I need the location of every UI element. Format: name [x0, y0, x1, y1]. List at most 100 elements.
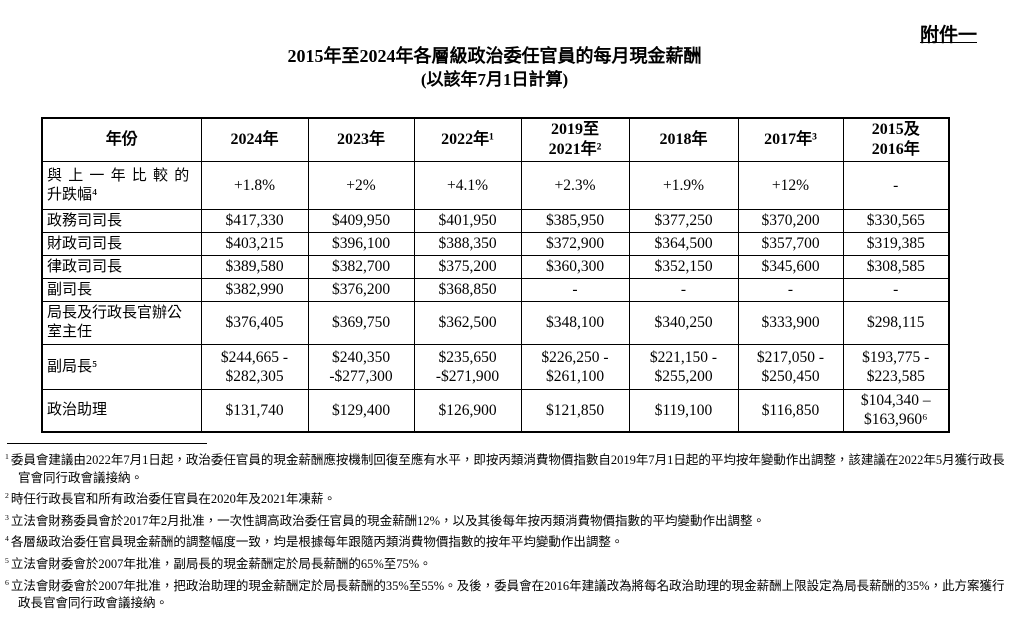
table-cell: $409,950	[307, 209, 415, 233]
table-cell: $352,150	[628, 255, 739, 279]
footnote-marker: 5	[5, 556, 11, 566]
footnote-marker: 6	[5, 577, 11, 587]
table-row: 副局長⁵ $244,665 - $282,305 $240,350 -$277,30…	[41, 344, 950, 390]
table-cell: -	[628, 278, 739, 302]
table-cell: $382,700	[307, 255, 415, 279]
table-cell: $226,250 - $261,100	[520, 344, 630, 390]
table-cell: $131,740	[200, 388, 309, 433]
table-cell: +1.8%	[200, 161, 309, 210]
table-cell: $357,700	[737, 232, 844, 256]
table-row: 政治助理 $131,740 $129,400 $126,900 $121,850 $119…	[41, 388, 950, 433]
table-cell: $193,775 - $223,585	[842, 344, 950, 390]
footnote-marker: 4	[5, 534, 11, 544]
table-cell: -	[520, 278, 630, 302]
row-label: 財政司司長	[41, 232, 202, 256]
footnote-marker: 3	[5, 512, 11, 522]
table-cell: $369,750	[307, 301, 415, 345]
salary-table-head: 年份 2024年 2023年 2022年¹ 2019至 2021年² 2018年 2017年…	[41, 117, 950, 162]
table-cell: $319,385	[842, 232, 950, 256]
table-cell: -	[737, 278, 844, 302]
footnote: 5 立法會財委會於2007年批准，副局長的現金薪酬定於局長薪酬的65%至75%。	[5, 556, 432, 572]
table-cell: $333,900	[737, 301, 844, 345]
footnotes-section: 1 委員會建議由2022年7月1日起，政治委任官員的現金薪酬應按機制回復至應有水…	[5, 443, 1013, 613]
table-cell: $121,850	[520, 388, 630, 433]
table-cell: $364,500	[628, 232, 739, 256]
footnote: 3 立法會財務委員會於2017年2月批准，一次性調高政治委任官員的現金薪酬12%…	[5, 512, 765, 528]
table-cell: $401,950	[413, 209, 522, 233]
table-cell: $126,900	[413, 388, 522, 433]
footnote-separator	[7, 443, 207, 444]
table-cell: $104,340 – $163,960⁶	[842, 388, 950, 433]
table-row: 財政司司長 $403,215 $396,100 $388,350 $372,900 $36…	[41, 232, 950, 256]
table-cell: $376,200	[307, 278, 415, 302]
table-cell: $360,300	[520, 255, 630, 279]
table-cell: $240,350 -$277,300	[307, 344, 415, 390]
row-label: 副司長	[41, 278, 202, 302]
row-label: 律政司司長	[41, 255, 202, 279]
header-cell: 2015及 2016年	[842, 117, 950, 162]
table-cell: $368,850	[413, 278, 522, 302]
table-cell: $340,250	[628, 301, 739, 345]
table-row: 與上一年比較的 升跌幅⁴ +1.8% +2% +4.1% +2.3% +1.9% +12% -	[41, 161, 950, 210]
table-cell: $221,150 - $255,200	[628, 344, 739, 390]
header-row: 年份 2024年 2023年 2022年¹ 2019至 2021年² 2018年 2017年…	[41, 117, 950, 162]
table-cell: $308,585	[842, 255, 950, 279]
footnote: 1 委員會建議由2022年7月1日起，政治委任官員的現金薪酬應按機制回復至應有水…	[5, 452, 1005, 485]
table-cell: $348,100	[520, 301, 630, 345]
row-label: 局長及行政長官辦公 室主任	[41, 301, 202, 345]
table-cell: -	[842, 278, 950, 302]
table-cell: $376,405	[200, 301, 309, 345]
header-cell: 2018年	[628, 117, 739, 162]
table-cell: +12%	[737, 161, 844, 210]
salary-table: 年份 2024年 2023年 2022年¹ 2019至 2021年² 2018年 2017年…	[41, 117, 950, 433]
table-row: 副司長 $382,990 $376,200 $368,850- - - -	[41, 278, 950, 302]
table-cell: $244,665 - $282,305	[200, 344, 309, 390]
table-cell: +1.9%	[628, 161, 739, 210]
table-cell: $372,900	[520, 232, 630, 256]
footnote: 4 各層級政治委任官員現金薪酬的調整幅度一致，均是根據每年跟隨丙類消費物價指數的…	[5, 534, 624, 550]
footnote: 6 立法會財委會於2007年批准，把政治助理的現金薪酬定於局長薪酬的35%至55…	[5, 577, 1005, 611]
table-cell: +4.1%	[413, 161, 522, 210]
table-cell: $217,050 - $250,450	[737, 344, 844, 390]
table-cell: $370,200	[737, 209, 844, 233]
table-cell: $375,200	[413, 255, 522, 279]
footnote: 2 時任行政長官和所有政治委任官員在2020年及2021年凍薪。	[5, 491, 336, 507]
header-cell: 2022年¹	[413, 117, 522, 162]
row-label: 副局長⁵	[41, 344, 202, 390]
table-cell: -	[842, 161, 950, 210]
table-cell: $129,400	[307, 388, 415, 433]
header-cell-year-label: 年份	[41, 117, 202, 162]
table-cell: $116,850	[737, 388, 844, 433]
table-cell: $298,115	[842, 301, 950, 345]
table-cell: $403,215	[200, 232, 309, 256]
attachment-label: 附件一	[919, 25, 977, 46]
row-label: 政治助理	[41, 388, 202, 433]
table-cell: +2.3%	[520, 161, 630, 210]
row-label: 與上一年比較的 升跌幅⁴	[41, 161, 202, 210]
table-cell: $417,330	[200, 209, 309, 233]
table-cell: $345,600	[737, 255, 844, 279]
header-cell: 2023年	[307, 117, 415, 162]
table-cell: $362,500	[413, 301, 522, 345]
row-label: 政務司司長	[41, 209, 202, 233]
header-cell: 2024年	[200, 117, 309, 162]
salary-table-body: 與上一年比較的 升跌幅⁴ +1.8% +2% +4.1% +2.3% +1.9% +12% -…	[41, 161, 950, 433]
table-cell: +2%	[307, 161, 415, 210]
table-cell: $396,100	[307, 232, 415, 256]
table-cell: $119,100	[628, 388, 739, 433]
table-cell: $385,950	[520, 209, 630, 233]
table-cell: $389,580	[200, 255, 309, 279]
footnote-marker: 1	[5, 452, 11, 461]
table-row: 律政司司長 $389,580 $382,700 $375,200 $360,300 $35…	[41, 255, 950, 279]
footnote-marker: 2	[5, 491, 11, 501]
title-block: 2015年至2024年各層級政治委任官員的每月現金薪酬 (以該年7月1日計算)	[41, 44, 948, 91]
table-row: 政務司司長 $417,330 $409,950 $401,950 $385,950 $37…	[41, 209, 950, 233]
table-cell: $382,990	[200, 278, 309, 302]
page-subtitle: (以該年7月1日計算)	[420, 70, 569, 89]
header-cell: 2019至 2021年²	[520, 117, 630, 162]
table-cell: $330,565	[842, 209, 950, 233]
table-cell: $377,250	[628, 209, 739, 233]
table-cell: $235,650 -$271,900	[413, 344, 522, 390]
table-cell: $388,350	[413, 232, 522, 256]
